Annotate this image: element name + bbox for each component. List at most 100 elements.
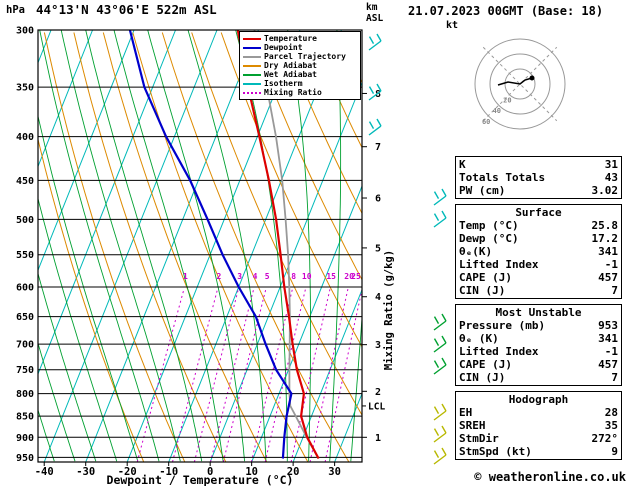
sounding-curves — [128, 30, 320, 460]
stat-value: 341 — [598, 332, 618, 345]
svg-text:2: 2 — [375, 387, 381, 398]
legend-item: Temperature — [243, 34, 357, 43]
stat-label: StmDir — [459, 432, 499, 445]
stat-value: -1 — [604, 258, 618, 271]
hodograph-radial — [482, 46, 558, 122]
composite-indices-box: K 31 Totals Totals 43 PW (cm) 3.02 — [455, 156, 622, 199]
stat-row: PW (cm) 3.02 — [459, 184, 618, 197]
legend-item: Dry Adiabat — [243, 61, 357, 70]
stat-row: CIN (J) 7 — [459, 284, 618, 297]
svg-text:-20: -20 — [118, 466, 137, 478]
stat-value: 25.8 — [591, 219, 619, 232]
stat-row: Dewp (°C) 17.2 — [459, 232, 618, 245]
legend-label: Dewpoint — [264, 43, 303, 52]
svg-text:kt: kt — [446, 20, 458, 31]
stat-row: K 31 — [459, 158, 618, 171]
svg-text:0: 0 — [207, 466, 213, 478]
mixing-ratio-swatch — [243, 91, 261, 94]
wind-barb-icon — [433, 357, 447, 375]
svg-text:950: 950 — [16, 453, 34, 464]
stat-label: Dewp (°C) — [459, 232, 519, 245]
stat-row: Totals Totals 43 — [459, 171, 618, 184]
svg-text:km: km — [366, 2, 378, 13]
stat-value: 28 — [604, 406, 618, 419]
stat-value: 9 — [611, 445, 618, 458]
svg-text:550: 550 — [16, 250, 34, 261]
svg-text:800: 800 — [16, 389, 34, 400]
wind-barb-icon — [368, 33, 382, 51]
wind-barb-icon — [433, 188, 447, 206]
stat-label: Totals Totals — [459, 171, 546, 184]
hodograph-indices-box: Hodograph EH 28 SREH 35 StmDir 272° StmSpd (kt)… — [455, 391, 622, 460]
stat-row: CIN (J) 7 — [459, 371, 618, 384]
isotherm-swatch — [243, 82, 261, 85]
wind-barb-column — [433, 188, 447, 465]
svg-text:25: 25 — [351, 272, 361, 281]
mixing-ratio-lines — [136, 288, 362, 462]
stat-value: 31 — [604, 158, 618, 171]
model-run-datetime: 21.07.2023 00GMT (Base: 18) — [408, 4, 604, 18]
svg-text:15: 15 — [326, 272, 336, 281]
svg-text:400: 400 — [16, 132, 34, 143]
stat-row: CAPE (J) 457 — [459, 271, 618, 284]
svg-text:600: 600 — [16, 282, 34, 293]
svg-text:-30: -30 — [76, 466, 95, 478]
dewpoint-swatch — [243, 46, 261, 49]
legend-label: Isotherm — [264, 79, 303, 88]
svg-text:6: 6 — [375, 194, 381, 205]
stat-label: CAPE (J) — [459, 271, 512, 284]
legend-label: Mixing Ratio — [264, 88, 322, 97]
stat-value: 457 — [598, 358, 618, 371]
stat-row: EH 28 — [459, 406, 618, 419]
hodograph-trace — [497, 77, 533, 86]
stat-label: Lifted Index — [459, 258, 539, 271]
svg-text:350: 350 — [16, 83, 34, 94]
svg-text:Dewpoint / Temperature (°C): Dewpoint / Temperature (°C) — [107, 473, 294, 486]
wet-adiabat-swatch — [243, 73, 261, 76]
wind-barb-icon — [433, 403, 447, 421]
svg-text:1: 1 — [375, 433, 381, 444]
svg-text:5: 5 — [375, 243, 381, 254]
wind-barb-icon — [368, 118, 382, 136]
svg-text:LCL: LCL — [368, 401, 385, 412]
svg-text:2: 2 — [217, 272, 222, 281]
stat-row: StmDir 272° — [459, 432, 618, 445]
surface-indices-box: Surface Temp (°C) 25.8 Dewp (°C) 17.2 θₑ(K) 34… — [455, 204, 622, 299]
stat-label: θₑ(K) — [459, 245, 493, 258]
dewpoint-curve — [128, 30, 293, 459]
stat-row: θₑ (K) 341 — [459, 332, 618, 345]
wind-barb-icon — [433, 335, 447, 353]
stat-value: 272° — [591, 432, 619, 445]
stat-label: StmSpd (kt) — [459, 445, 532, 458]
svg-text:7: 7 — [375, 142, 381, 153]
stat-row: Lifted Index -1 — [459, 258, 618, 271]
legend-label: Parcel Trajectory — [264, 52, 346, 61]
stat-label: CIN (J) — [459, 284, 506, 297]
box-title: Hodograph — [508, 393, 569, 406]
stat-row: StmSpd (kt) 9 — [459, 445, 618, 458]
stat-row: CAPE (J) 457 — [459, 358, 618, 371]
legend-item: Dewpoint — [243, 43, 357, 52]
station-title: 44°13'N 43°06'E 522m ASL — [36, 2, 217, 17]
plot-frame — [37, 29, 363, 463]
indices-panel: K 31 Totals Totals 43 PW (cm) 3.02 Surface Tem… — [455, 156, 622, 465]
wind-barb-icon — [433, 313, 447, 331]
legend-item: Wet Adiabat — [243, 70, 357, 79]
hodograph-ring — [504, 68, 536, 100]
stat-row: Pressure (mb) 953 — [459, 319, 618, 332]
wind-barb-icon — [433, 210, 447, 228]
upper-wind-barbs — [368, 33, 382, 136]
stat-value: 17.2 — [591, 232, 619, 245]
svg-text:20: 20 — [287, 466, 300, 478]
dry-adiabat-swatch — [243, 64, 261, 67]
stat-value: 35 — [604, 419, 618, 432]
svg-text:3: 3 — [237, 272, 242, 281]
parcel-swatch — [243, 55, 261, 58]
svg-text:500: 500 — [16, 215, 34, 226]
svg-text:-10: -10 — [159, 466, 178, 478]
svg-text:5: 5 — [265, 272, 270, 281]
stat-value: 457 — [598, 271, 618, 284]
svg-text:40: 40 — [493, 107, 501, 115]
svg-text:Mixing Ratio (g/kg): Mixing Ratio (g/kg) — [383, 250, 395, 370]
